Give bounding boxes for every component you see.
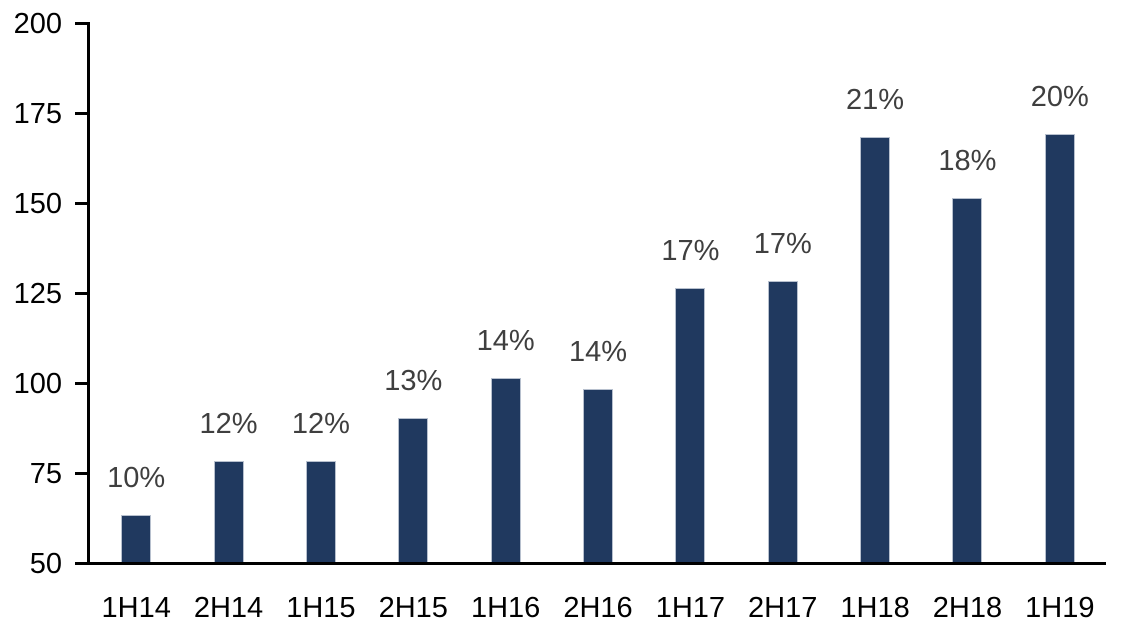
x-axis-tick-label-1H19: 1H19 [1025,592,1095,624]
bar-2H14 [213,461,244,562]
bar-value-label-1H16: 14% [476,325,535,358]
bar-2H16 [583,389,613,562]
y-axis-line [87,22,90,565]
bar-value-label-2H15: 13% [384,365,443,397]
bar-value-label-1H15: 12% [291,408,350,441]
y-axis-tick [75,22,87,25]
bar-1H17 [675,288,706,562]
bar-2H18 [952,198,983,562]
bar-value-label-2H17: 17% [753,228,812,261]
x-axis-tick-label-2H14: 2H14 [193,592,264,624]
y-axis-tick-label: 200 [13,8,62,40]
bar-1H18 [860,137,891,562]
y-axis-tick-label: 75 [29,458,62,490]
x-axis-line [87,562,1106,565]
x-axis-tick-label-1H18: 1H18 [840,592,910,624]
x-axis-tick-label-2H16: 2H16 [563,592,633,624]
x-axis-tick-label-2H18: 2H18 [932,592,1003,624]
bar-value-label-1H14: 10% [107,462,166,495]
bar-2H17 [767,281,798,562]
y-axis-tick [75,292,87,295]
x-axis-tick-label-1H17: 1H17 [655,592,726,624]
bar-1H19 [1044,133,1075,562]
bar-value-label-1H18: 21% [846,84,905,117]
bar-value-label-1H19: 20% [1030,80,1089,113]
y-axis-tick [75,562,87,565]
x-axis-tick-label-2H15: 2H15 [378,592,448,624]
bar-1H15 [305,461,336,562]
y-axis-tick [75,202,87,205]
y-axis-tick-label: 100 [13,368,62,400]
y-axis-tick-label: 150 [13,188,62,220]
x-axis-tick-label-1H16: 1H16 [470,592,541,624]
y-axis-tick [75,382,87,385]
y-axis-tick [75,472,87,475]
bar-value-label-2H18: 18% [938,145,997,178]
bar-value-label-2H14: 12% [199,408,258,441]
x-axis-tick-label-2H17: 2H17 [748,592,818,624]
bar-value-label-2H16: 14% [568,336,628,369]
bar-2H15 [398,418,429,562]
bar-value-label-1H17: 17% [661,235,720,268]
y-axis-tick-label: 175 [13,98,62,130]
y-axis-tick [75,112,87,115]
y-axis-tick-label: 125 [13,278,62,310]
y-axis-tick-label: 50 [29,548,62,580]
x-axis-tick-label-1H15: 1H15 [286,592,356,624]
bar-1H14 [121,515,152,562]
bar-1H16 [490,378,521,562]
x-axis-tick-label-1H14: 1H14 [101,592,171,624]
